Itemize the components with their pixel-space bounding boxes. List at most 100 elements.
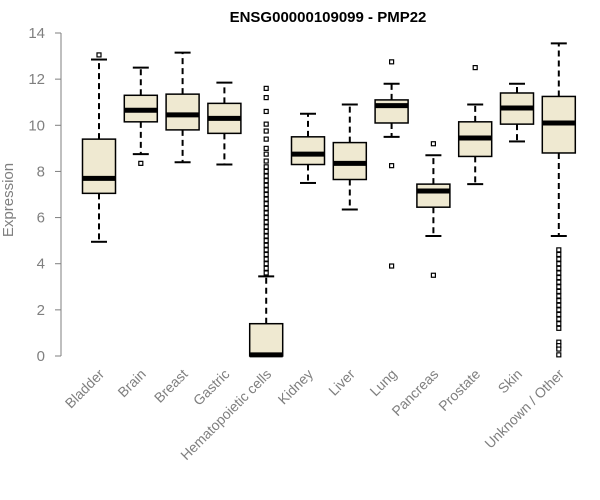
- outlier-point: [556, 261, 562, 267]
- outlier-point: [263, 145, 269, 151]
- box-body: [165, 93, 200, 131]
- outlier-point: [556, 265, 562, 271]
- outlier-point: [556, 311, 562, 318]
- box-body: [416, 183, 451, 208]
- outlier-point: [556, 316, 562, 322]
- outlier-point: [430, 141, 436, 147]
- outlier-point: [263, 85, 269, 91]
- outlier-point: [263, 201, 269, 207]
- x-tick-label: Unknown / Other: [481, 366, 567, 452]
- plot-area: [81, 42, 577, 358]
- x-tick-label: Prostate: [435, 366, 483, 414]
- outlier-point: [263, 205, 269, 211]
- outlier-point: [263, 128, 269, 134]
- outlier-point: [556, 293, 562, 299]
- outlier-point: [556, 298, 562, 304]
- box-liver: [332, 103, 368, 211]
- y-tick-label: 0: [37, 348, 45, 365]
- outlier-point: [556, 256, 562, 262]
- box-body: [290, 136, 326, 166]
- box-gastric: [207, 81, 242, 166]
- outlier-point: [556, 302, 562, 308]
- outlier-point: [263, 182, 269, 188]
- outlier-point: [389, 163, 395, 169]
- outlier-point: [263, 210, 269, 216]
- x-tick-label: Breast: [151, 366, 191, 406]
- box-lung: [374, 59, 409, 269]
- outlier-point: [96, 52, 102, 58]
- outlier-point: [263, 219, 269, 225]
- outlier-point: [263, 270, 269, 276]
- box-unknown-other: [541, 42, 577, 358]
- outlier-point: [263, 233, 269, 239]
- y-tick-label: 6: [37, 210, 45, 227]
- outlier-point: [556, 325, 562, 331]
- y-axis-label: Expression: [0, 163, 17, 237]
- outlier-point: [263, 196, 269, 202]
- outlier-point: [263, 178, 269, 184]
- box-body: [248, 322, 284, 357]
- box-kidney: [290, 112, 326, 184]
- outlier-point: [556, 288, 562, 294]
- outlier-point: [263, 265, 269, 271]
- outlier-point: [263, 187, 269, 193]
- y-tick-label: 14: [28, 25, 45, 42]
- x-tick-label: Liver: [325, 366, 358, 399]
- outlier-point: [556, 307, 562, 313]
- outlier-point: [263, 238, 269, 244]
- outlier-point: [556, 284, 562, 290]
- chart-title: ENSG00000109099 - PMP22: [230, 9, 427, 26]
- outlier-point: [430, 272, 436, 278]
- outlier-point: [556, 321, 562, 327]
- box-breast: [165, 51, 200, 164]
- box-prostate: [457, 65, 493, 186]
- box-skin: [499, 82, 535, 143]
- outlier-point: [556, 346, 562, 352]
- outlier-point: [263, 228, 269, 235]
- x-tick-label: Skin: [495, 366, 526, 397]
- y-tick-label: 4: [37, 256, 45, 273]
- outlier-point: [263, 136, 269, 142]
- box-hematopoietic-cells: [248, 85, 284, 358]
- outlier-point: [556, 274, 562, 281]
- outlier-point: [263, 214, 269, 221]
- outlier-point: [263, 191, 269, 198]
- outlier-point: [263, 256, 269, 262]
- x-tick-label: Bladder: [62, 366, 108, 412]
- y-tick-label: 10: [28, 117, 45, 134]
- outlier-point: [556, 247, 562, 253]
- outlier-point: [263, 151, 269, 157]
- outlier-point: [472, 65, 478, 71]
- outlier-point: [263, 168, 269, 175]
- box-brain: [123, 66, 159, 166]
- outlier-point: [556, 279, 562, 285]
- y-axis: 0 2 4 6 8 10 12 14: [28, 25, 62, 365]
- x-tick-label: Kidney: [275, 366, 317, 408]
- outlier-point: [263, 108, 269, 115]
- box-pancreas: [416, 141, 451, 278]
- y-tick-label: 2: [37, 302, 45, 319]
- outlier-point: [556, 352, 562, 358]
- x-tick-label: Brain: [114, 366, 148, 400]
- y-tick-label: 12: [28, 71, 45, 88]
- outlier-point: [263, 242, 269, 248]
- outlier-point: [138, 160, 144, 166]
- outlier-point: [556, 251, 562, 258]
- y-tick-label: 8: [37, 163, 45, 180]
- box-bladder: [81, 52, 117, 243]
- outlier-point: [263, 251, 269, 258]
- outlier-point: [263, 164, 269, 170]
- outlier-point: [556, 270, 562, 276]
- box-body: [81, 138, 117, 195]
- outlier-point: [263, 121, 269, 127]
- outlier-point: [263, 173, 269, 179]
- outlier-point: [263, 94, 269, 101]
- outlier-point: [389, 263, 395, 269]
- outlier-point: [389, 59, 395, 65]
- outlier-point: [263, 224, 269, 230]
- x-tick-label: Lung: [366, 366, 399, 399]
- outlier-point: [263, 247, 269, 253]
- outlier-point: [263, 158, 269, 164]
